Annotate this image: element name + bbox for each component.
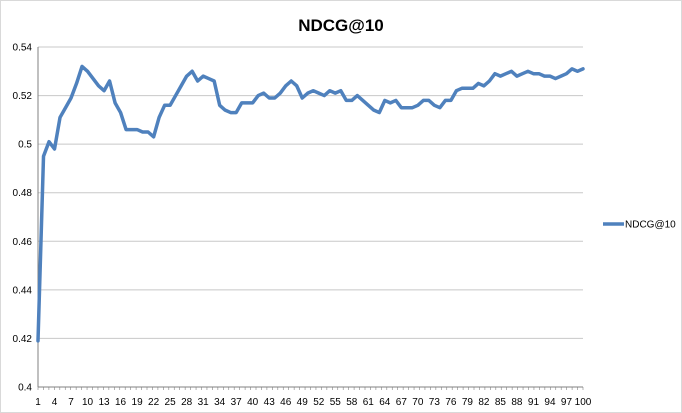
x-tick-label: 4 [52,397,58,408]
gridlines [38,46,583,339]
y-tick-labels: 0.4 0.42 0.44 0.46 0.48 0.5 0.52 0.54 [13,43,33,394]
chart-title: NDCG@10 [298,16,384,35]
legend-label-ndcg10: NDCG@10 [625,220,676,231]
x-tick-label: 61 [363,397,375,408]
series-line-ndcg10 [36,64,585,343]
x-tick-label: 64 [379,397,391,408]
legend: NDCG@10 [603,220,676,231]
x-tick-label: 37 [231,397,243,408]
x-tick-label: 49 [297,397,309,408]
x-tick-label: 76 [445,397,457,408]
x-tick-label: 100 [575,397,592,408]
x-tick-label: 25 [165,397,177,408]
y-tick-label: 0.4 [18,383,32,394]
y-tick-label: 0.46 [13,237,33,248]
x-tick-label: 79 [462,397,474,408]
x-tick-label: 82 [478,397,490,408]
x-tick-label: 28 [181,397,193,408]
x-tick-label: 10 [82,397,94,408]
x-tick-label: 7 [68,397,74,408]
x-tick-label: 58 [346,397,358,408]
x-tick-label: 43 [264,397,276,408]
x-tick-label: 40 [247,397,259,408]
x-tick-label: 67 [396,397,408,408]
x-tick-label: 46 [280,397,292,408]
y-tick-label: 0.54 [13,43,33,54]
x-tick-label: 70 [412,397,424,408]
x-tick-labels: 1 4 7 10 13 16 19 22 25 28 31 34 37 40 43 46 49 52 55 58 61 6… [35,397,592,408]
x-tick-label: 97 [561,397,573,408]
y-tick-label: 0.44 [13,285,33,296]
x-tick-label: 34 [214,397,226,408]
y-tick-label: 0.48 [13,188,33,199]
x-tick-label: 73 [429,397,441,408]
x-tick-label: 94 [544,397,556,408]
x-tick-label: 13 [98,397,110,408]
x-tick-label: 88 [511,397,523,408]
x-tick-label: 19 [132,397,144,408]
x-tick-label: 52 [313,397,325,408]
x-tick-label: 16 [115,397,127,408]
y-tick-label: 0.42 [13,334,33,345]
y-tick-label: 0.5 [18,140,32,151]
x-tick-label: 85 [495,397,507,408]
x-tick-label: 31 [198,397,210,408]
x-tick-label: 1 [35,397,41,408]
y-tick-label: 0.52 [13,91,33,102]
x-tick-label: 22 [148,397,160,408]
x-tick-label: 91 [528,397,540,408]
x-tick-label: 55 [330,397,342,408]
series-lines [36,64,585,343]
